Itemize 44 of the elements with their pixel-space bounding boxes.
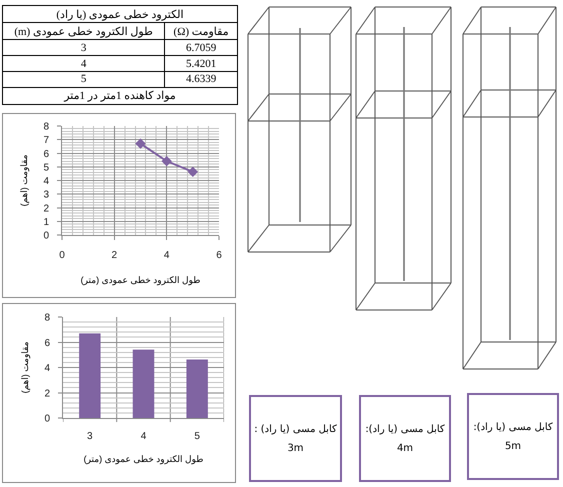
text: کابل مسی (یا راد) : 3m [254, 422, 337, 456]
x-tick-label: 6 [216, 250, 222, 261]
y-tick-label: 2 [43, 203, 50, 214]
text: 6.7059 [164, 40, 238, 56]
y-tick-label: 8 [43, 122, 50, 132]
bar [79, 333, 101, 418]
x-tick-label: 2 [112, 250, 118, 261]
text: طول الکترود خطی عمودی (m) [2, 22, 165, 40]
text: 5.4201 [164, 56, 238, 72]
y-tick-label: 6 [44, 338, 50, 349]
y-tick-label: 5 [43, 162, 50, 174]
x-axis-title: طول الکترود خطی عمودی (متر) [80, 274, 200, 286]
x-tick-label: 0 [59, 250, 66, 261]
point [135, 138, 146, 149]
text: کابل مسی (یا راد): 4m [365, 422, 445, 456]
y-tick-label: 3 [43, 190, 50, 201]
y-tick-label: 8 [44, 312, 50, 324]
x-tick-label: 4 [164, 250, 170, 261]
text: 5 [2, 71, 165, 88]
y-tick-label: 1 [43, 216, 50, 228]
text: 4 [2, 56, 165, 72]
x-tick-label: 4 [140, 431, 147, 442]
bar [186, 360, 208, 418]
x-tick-label: 3 [87, 431, 94, 442]
text: مقاومت (Ω) [164, 22, 238, 40]
point [161, 156, 172, 166]
y-tick-label: 4 [44, 363, 50, 374]
x-tick-label: 5 [194, 431, 200, 442]
y-tick-label: 7 [43, 135, 50, 146]
y-tick-label: 4 [43, 176, 50, 187]
text: کابل مسی (یا راد): 5m [473, 420, 553, 454]
text: 3 [2, 40, 165, 56]
y-tick-label: 0 [43, 230, 50, 242]
y-tick-label: 2 [44, 388, 50, 400]
text: 4.6339 [164, 71, 238, 88]
x-axis-title: طول الکترود خطی عمودی (متر) [84, 454, 204, 465]
point [188, 166, 198, 178]
y-axis-title: مقاومت (اهم) [20, 341, 31, 394]
bar [132, 350, 154, 418]
y-tick-label: 6 [43, 148, 50, 160]
text: مواد کاهنده 1متر در 1متر [2, 87, 238, 104]
text: الکترود خطی عمودی (یا راد) [2, 6, 238, 23]
y-axis-title: مقاومت (اهم) [18, 154, 30, 206]
y-tick-label: 0 [44, 414, 50, 424]
